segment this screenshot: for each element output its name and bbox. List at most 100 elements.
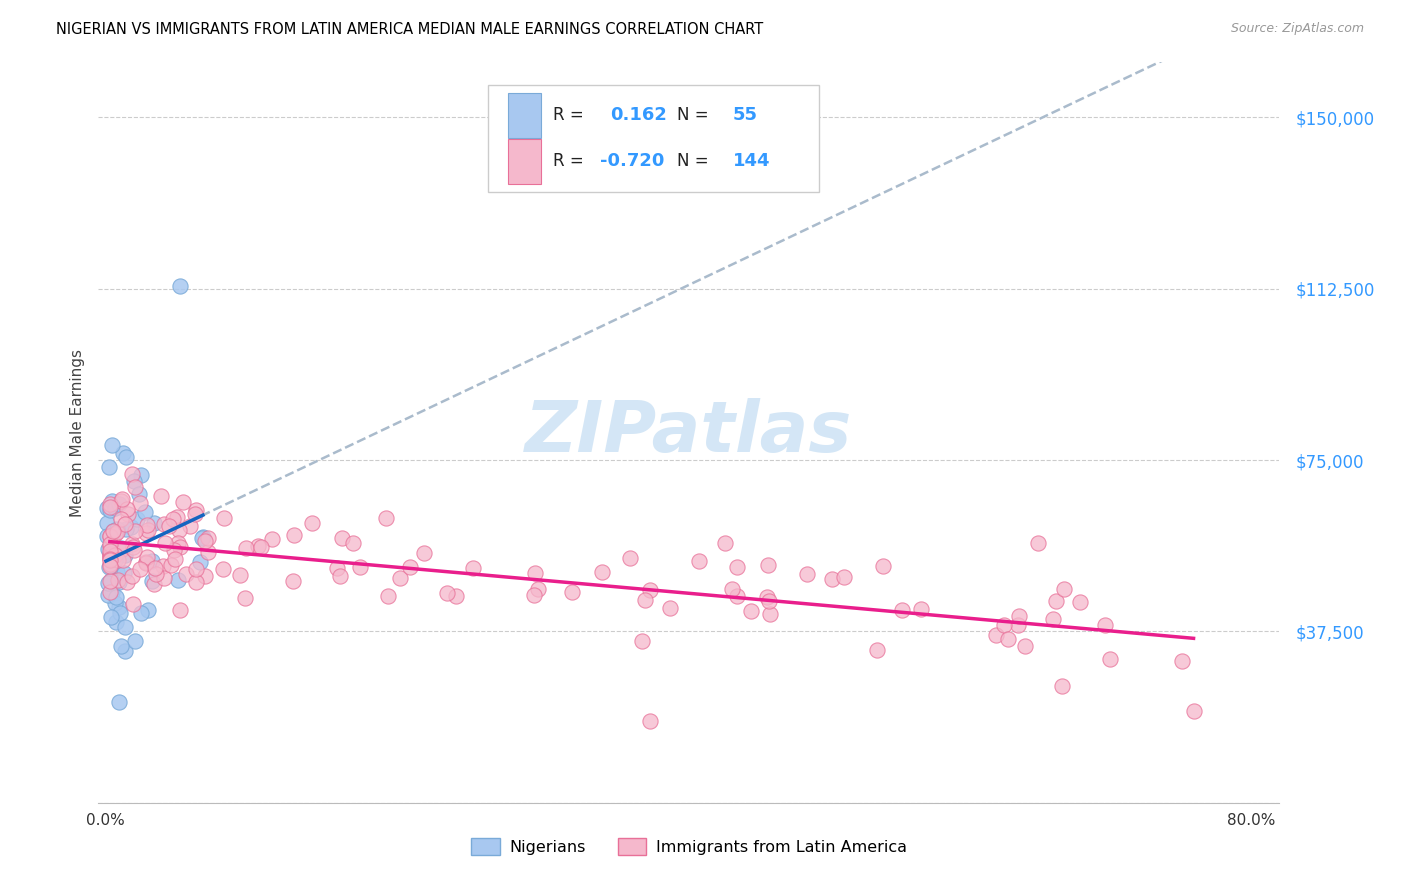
Text: ZIPatlas: ZIPatlas xyxy=(526,398,852,467)
Point xyxy=(135,556,157,570)
Point xyxy=(104,500,127,515)
Point xyxy=(98,529,121,543)
Point xyxy=(866,642,889,657)
Point xyxy=(110,640,132,654)
Point xyxy=(97,541,120,556)
Text: Source: ZipAtlas.com: Source: ZipAtlas.com xyxy=(1230,22,1364,36)
Point xyxy=(725,589,748,603)
Point xyxy=(135,526,157,541)
Text: N =: N = xyxy=(678,153,709,170)
Point xyxy=(169,603,191,617)
Point xyxy=(688,554,710,568)
Point xyxy=(121,537,143,551)
Point xyxy=(114,517,136,532)
Point xyxy=(110,541,132,556)
Point xyxy=(1171,654,1194,668)
FancyBboxPatch shape xyxy=(508,139,541,184)
Point xyxy=(142,577,165,591)
Point xyxy=(135,555,157,569)
Point xyxy=(98,529,121,543)
Point xyxy=(1069,595,1091,609)
Point xyxy=(725,560,748,574)
Point xyxy=(136,518,159,533)
Text: N =: N = xyxy=(678,106,709,124)
Point xyxy=(122,541,145,555)
Point xyxy=(107,552,129,566)
Point xyxy=(124,634,146,648)
Point xyxy=(112,566,135,580)
Point xyxy=(108,606,131,620)
Point xyxy=(121,569,143,583)
Point xyxy=(197,545,219,559)
Point xyxy=(143,516,166,531)
Point xyxy=(104,590,127,604)
Point xyxy=(131,468,153,483)
Point xyxy=(96,529,118,543)
Point xyxy=(98,559,121,574)
Point xyxy=(1007,617,1029,632)
Point xyxy=(98,459,121,474)
Point xyxy=(104,597,127,611)
Point xyxy=(107,497,129,511)
Point xyxy=(984,627,1007,641)
Point xyxy=(910,602,932,616)
Point xyxy=(638,582,661,597)
Point xyxy=(101,585,124,599)
Point xyxy=(1053,582,1076,596)
Point xyxy=(179,519,201,533)
Point xyxy=(101,550,124,565)
Point xyxy=(114,619,136,633)
Point xyxy=(1050,680,1073,694)
Point xyxy=(104,548,127,562)
FancyBboxPatch shape xyxy=(488,85,818,192)
Point xyxy=(107,573,129,587)
Point xyxy=(169,523,191,537)
Point xyxy=(101,493,124,508)
Point xyxy=(134,505,156,519)
Point xyxy=(163,552,186,566)
Point xyxy=(115,575,138,590)
Point xyxy=(145,566,167,581)
Point xyxy=(105,565,128,579)
Point xyxy=(124,480,146,494)
Point xyxy=(591,565,613,579)
Point xyxy=(184,507,207,521)
Point xyxy=(526,582,548,596)
Point xyxy=(110,541,132,556)
Point xyxy=(100,609,122,624)
Point xyxy=(233,591,256,606)
Point xyxy=(212,511,235,525)
Point xyxy=(167,535,190,549)
Point xyxy=(108,574,131,589)
Point xyxy=(1094,618,1116,632)
Point xyxy=(136,523,159,537)
Point xyxy=(166,509,188,524)
Point xyxy=(993,618,1015,632)
Point xyxy=(174,566,197,581)
Point xyxy=(332,532,354,546)
Point xyxy=(821,572,844,586)
Point xyxy=(740,604,762,618)
Point xyxy=(160,558,183,573)
Point xyxy=(389,571,412,585)
Point xyxy=(98,536,121,550)
Point xyxy=(100,574,122,588)
Point xyxy=(659,601,682,615)
Point xyxy=(283,528,305,542)
Point xyxy=(141,574,163,589)
Point xyxy=(756,590,779,604)
Point xyxy=(115,501,138,516)
Point xyxy=(524,566,547,580)
Point xyxy=(101,524,124,538)
Point xyxy=(121,597,143,611)
Point xyxy=(375,511,398,525)
Point xyxy=(110,511,132,525)
Point xyxy=(172,495,194,509)
FancyBboxPatch shape xyxy=(508,93,541,137)
Point xyxy=(98,500,121,514)
Point xyxy=(131,606,153,620)
Point xyxy=(832,570,855,584)
Text: R =: R = xyxy=(553,153,583,170)
Point xyxy=(98,539,121,553)
Point xyxy=(97,575,120,590)
